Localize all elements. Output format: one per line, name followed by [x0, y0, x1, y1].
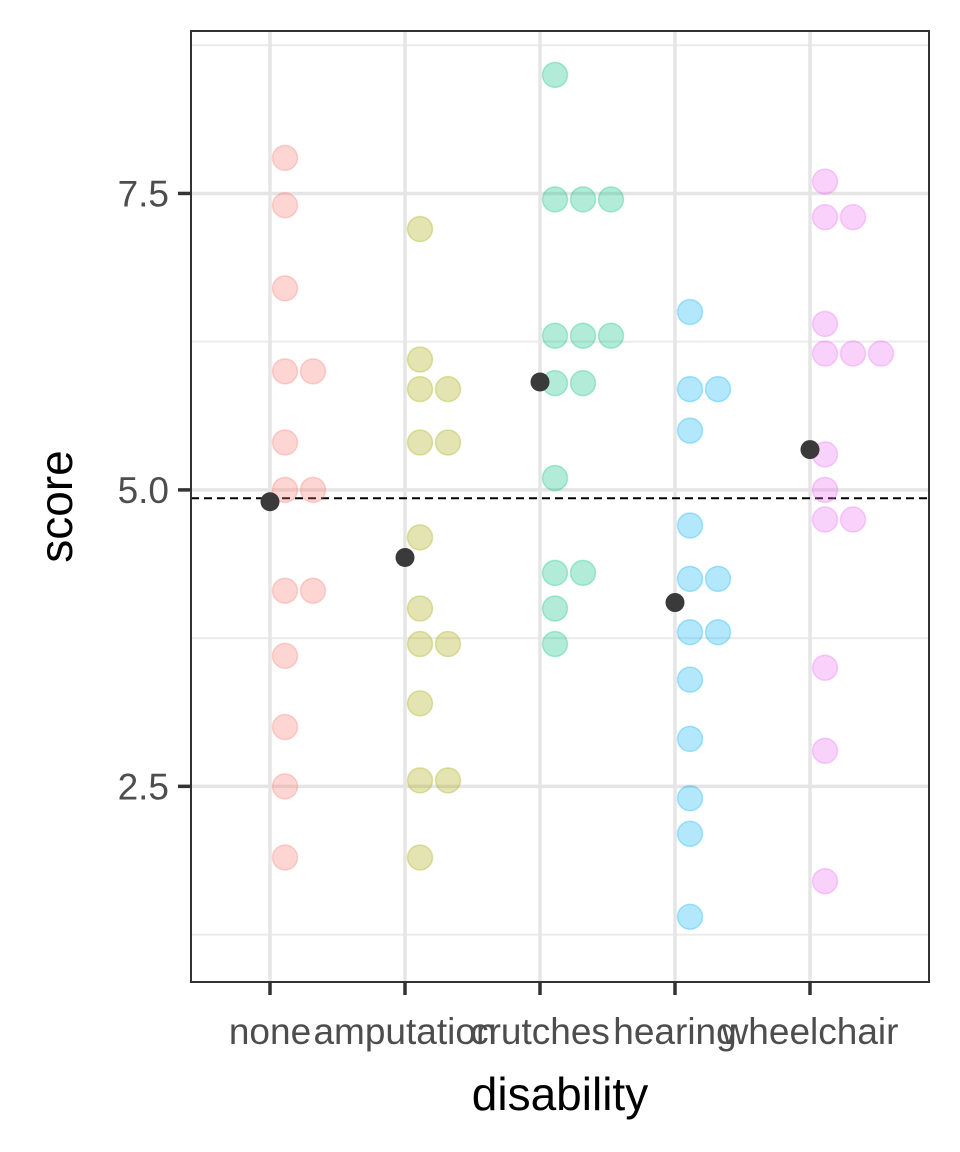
x-tick-label-amputation: amputation	[313, 1011, 496, 1052]
data-point-amputation	[406, 429, 434, 456]
data-point-hearing	[704, 565, 732, 593]
data-point-none	[271, 192, 299, 219]
data-point-none	[299, 358, 327, 385]
data-point-amputation	[434, 767, 462, 794]
data-point-wheelchair	[811, 737, 839, 765]
data-point-amputation	[406, 630, 434, 658]
data-point-none	[271, 476, 299, 504]
mean-points	[260, 372, 820, 613]
data-point-crutches	[541, 559, 569, 587]
data-point-hearing	[676, 725, 704, 753]
data-point-amputation	[434, 375, 462, 403]
data-point-amputation	[406, 346, 434, 373]
data-point-crutches	[569, 559, 597, 587]
mean-point-amputation	[395, 547, 415, 567]
data-point-crutches	[569, 322, 597, 349]
data-point-amputation	[406, 524, 434, 551]
data-point-amputation	[434, 429, 462, 456]
mean-point-crutches	[530, 372, 550, 392]
data-point-none	[271, 577, 299, 604]
data-point-crutches	[569, 369, 597, 397]
data-point-hearing	[676, 903, 704, 931]
data-point-wheelchair	[811, 506, 839, 533]
data-point-amputation	[406, 375, 434, 403]
data-point-wheelchair	[839, 203, 867, 231]
data-point-none	[271, 429, 299, 456]
data-point-hearing	[676, 512, 704, 539]
data-point-wheelchair	[811, 310, 839, 338]
data-point-amputation	[406, 844, 434, 871]
y-tick-label: 2.5	[118, 766, 169, 807]
data-point-crutches	[569, 186, 597, 213]
data-point-amputation	[406, 215, 434, 243]
data-point-hearing	[676, 820, 704, 848]
data-point-wheelchair	[811, 654, 839, 682]
data-point-none	[271, 642, 299, 670]
grid-lines	[191, 31, 929, 982]
data-point-none	[299, 476, 327, 504]
panel-border	[190, 30, 930, 983]
data-point-amputation	[406, 595, 434, 622]
x-tick-label-crutches: crutches	[470, 1011, 610, 1052]
data-point-crutches	[541, 186, 569, 213]
data-point-crutches	[541, 61, 569, 89]
data-point-wheelchair	[811, 476, 839, 504]
data-point-crutches	[541, 630, 569, 658]
data-point-none	[271, 275, 299, 302]
y-tick-label: 5.0	[118, 470, 169, 511]
data-point-wheelchair	[867, 340, 895, 367]
data-point-wheelchair	[811, 867, 839, 895]
data-point-amputation	[434, 630, 462, 658]
data-point-hearing	[676, 565, 704, 593]
data-point-amputation	[406, 767, 434, 794]
y-axis: 2.5 5.0 7.5	[118, 173, 191, 807]
data-point-none	[271, 844, 299, 871]
mean-point-hearing	[665, 593, 685, 613]
data-point-hearing	[676, 417, 704, 444]
data-point-hearing	[676, 618, 704, 646]
data-points	[271, 61, 895, 931]
data-point-none	[271, 773, 299, 800]
x-tick-label-hearing: hearing	[613, 1011, 736, 1052]
data-point-wheelchair	[839, 340, 867, 367]
data-point-crutches	[541, 322, 569, 349]
data-point-crutches	[541, 595, 569, 622]
data-point-hearing	[676, 784, 704, 812]
mean-point-wheelchair	[800, 440, 820, 460]
data-point-crutches	[541, 464, 569, 492]
y-axis-title: score	[30, 450, 82, 562]
data-point-none	[271, 358, 299, 385]
data-point-crutches	[597, 186, 625, 213]
x-tick-label-none: none	[229, 1011, 311, 1052]
data-point-hearing	[704, 375, 732, 403]
data-point-hearing	[704, 618, 732, 646]
data-point-wheelchair	[811, 203, 839, 231]
data-point-hearing	[676, 666, 704, 693]
mean-point-none	[260, 492, 280, 512]
data-point-crutches	[597, 322, 625, 349]
y-tick-label: 7.5	[118, 173, 169, 214]
data-point-none	[271, 713, 299, 741]
data-point-wheelchair	[839, 506, 867, 533]
data-point-hearing	[676, 375, 704, 403]
x-axis-title: disability	[472, 1068, 648, 1120]
data-point-hearing	[676, 298, 704, 326]
data-point-wheelchair	[811, 168, 839, 195]
data-point-none	[299, 577, 327, 604]
data-point-amputation	[406, 690, 434, 717]
data-point-none	[271, 144, 299, 172]
data-point-wheelchair	[811, 340, 839, 367]
x-tick-label-wheelchair: wheelchair	[721, 1011, 899, 1052]
